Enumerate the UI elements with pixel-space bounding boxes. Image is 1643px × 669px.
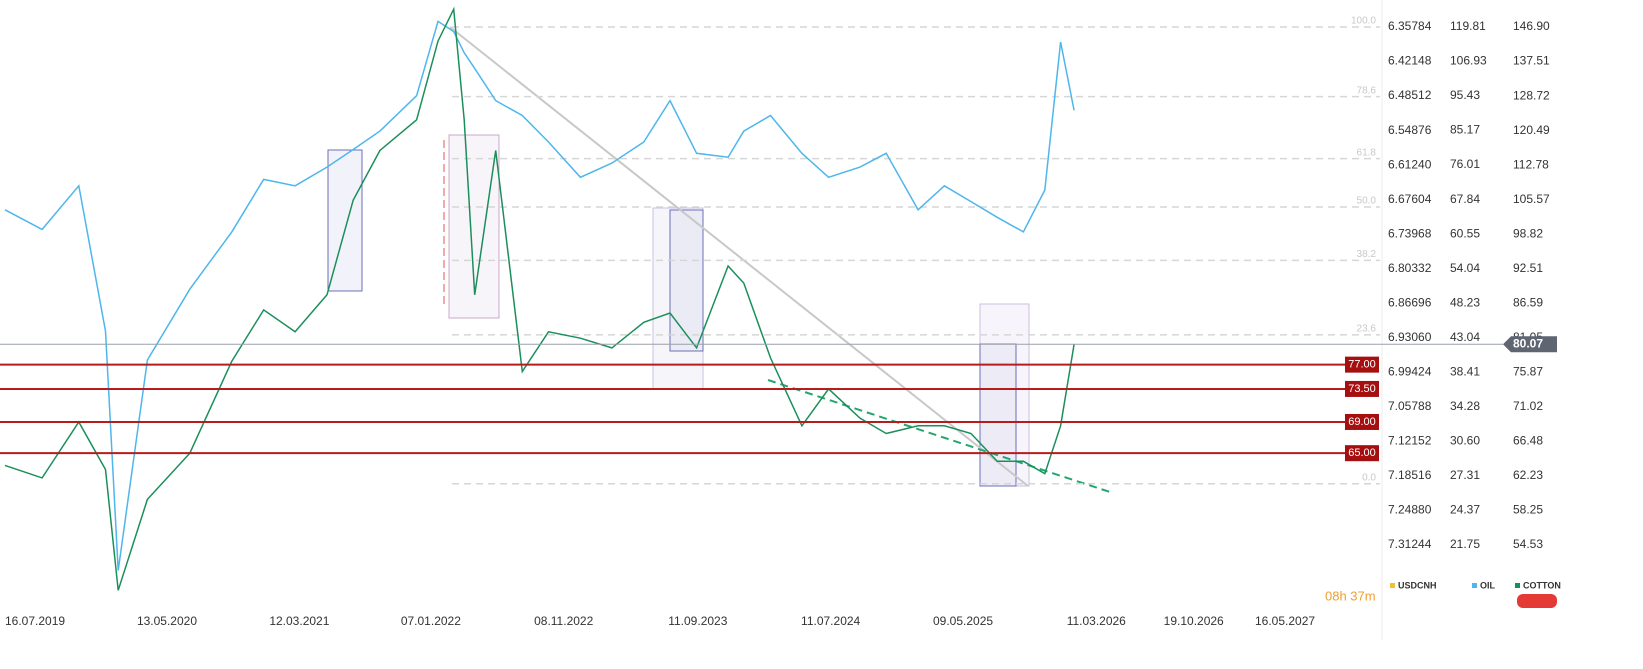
y-tick-label: 58.25 — [1513, 503, 1543, 517]
level-label: 77.00 — [1348, 359, 1376, 371]
x-tick-label: 11.09.2023 — [668, 614, 727, 628]
trend-line — [767, 379, 1111, 493]
level-label: 73.50 — [1348, 383, 1376, 395]
x-tick-label: 12.03.2021 — [269, 614, 329, 628]
y-tick-label: 146.90 — [1513, 19, 1550, 33]
alert-button[interactable] — [1517, 594, 1557, 608]
last-price-label: 80.07 — [1513, 336, 1543, 350]
y-tick-label: 106.93 — [1450, 54, 1487, 68]
y-tick-label: 30.60 — [1450, 434, 1480, 448]
fib-label: 23.6 — [1357, 324, 1377, 335]
y-tick-label: 98.82 — [1513, 226, 1543, 240]
y-tick-label: 6.73968 — [1388, 226, 1432, 240]
y-tick-label: 48.23 — [1450, 295, 1480, 309]
y-tick-label: 21.75 — [1450, 537, 1480, 551]
y-tick-label: 120.49 — [1513, 123, 1550, 137]
y-tick-label: 7.31244 — [1388, 537, 1432, 551]
y-tick-label: 54.53 — [1513, 537, 1543, 551]
y-tick-label: 128.72 — [1513, 88, 1550, 102]
y-tick-label: 92.51 — [1513, 261, 1543, 275]
x-tick-label: 08.11.2022 — [534, 614, 593, 628]
level-tag — [1345, 380, 1379, 397]
y-tick-label: 34.28 — [1450, 399, 1480, 413]
x-tick-label: 11.07.2024 — [801, 614, 860, 628]
y-tick-label: 7.18516 — [1388, 468, 1432, 482]
x-tick-label: 09.05.2025 — [933, 614, 993, 628]
y-tick-label: 112.78 — [1513, 157, 1549, 171]
level-tag — [1345, 356, 1379, 373]
y-tick-label: 6.67604 — [1388, 192, 1432, 206]
y-tick-label: 6.61240 — [1388, 157, 1432, 171]
y-tick-label: 6.93060 — [1388, 330, 1432, 344]
x-tick-label: 11.03.2026 — [1067, 614, 1126, 628]
y-tick-label: 105.57 — [1513, 192, 1550, 206]
y-tick-label: 137.51 — [1513, 54, 1550, 68]
legend-label: COTTON — [1523, 580, 1561, 590]
x-tick-label: 07.01.2022 — [401, 614, 461, 628]
y-tick-label: 67.84 — [1450, 192, 1480, 206]
y-tick-label: 7.12152 — [1388, 434, 1432, 448]
y-tick-label: 6.35784 — [1388, 19, 1432, 33]
y-tick-label: 27.31 — [1450, 468, 1480, 482]
fib-label: 61.8 — [1357, 147, 1377, 158]
level-label: 69.00 — [1348, 416, 1376, 428]
level-tag — [1345, 445, 1379, 462]
y-tick-label: 6.54876 — [1388, 123, 1432, 137]
fib-label: 78.6 — [1357, 85, 1377, 96]
x-tick-label: 16.07.2019 — [5, 614, 65, 628]
x-tick-label: 13.05.2020 — [137, 614, 197, 628]
fib-label: 50.0 — [1357, 196, 1377, 207]
timer: 08h 37m — [1325, 588, 1376, 603]
level-label: 65.00 — [1348, 447, 1376, 459]
y-tick-label: 43.04 — [1450, 330, 1480, 344]
level-tag — [1345, 413, 1379, 430]
y-tick-label: 7.24880 — [1388, 503, 1432, 517]
series-line — [4, 6, 1075, 591]
legend-label: USDCNH — [1398, 580, 1437, 590]
box — [327, 149, 363, 292]
box — [669, 209, 704, 352]
legend-swatch — [1515, 583, 1520, 588]
y-tick-label: 7.05788 — [1388, 399, 1432, 413]
y-tick-label: 86.59 — [1513, 295, 1543, 309]
legend-swatch — [1472, 583, 1477, 588]
y-tick-label: 95.43 — [1450, 88, 1480, 102]
y-tick-label: 71.02 — [1513, 399, 1543, 413]
trend-line — [449, 26, 1029, 487]
y-tick-label: 6.48512 — [1388, 88, 1432, 102]
y-tick-label: 119.81 — [1450, 19, 1486, 33]
y-tick-label: 6.42148 — [1388, 54, 1432, 68]
y-tick-label: 66.48 — [1513, 434, 1543, 448]
fib-label: 100.0 — [1351, 16, 1376, 27]
y-tick-label: 6.80332 — [1388, 261, 1432, 275]
y-tick-label: 75.87 — [1513, 365, 1543, 379]
y-tick-label: 6.99424 — [1388, 365, 1432, 379]
legend-label: OIL — [1480, 580, 1496, 590]
x-tick-label: 19.10.2026 — [1164, 614, 1224, 628]
fib-label: 0.0 — [1362, 472, 1376, 483]
y-tick-label: 38.41 — [1450, 364, 1480, 378]
legend-swatch — [1390, 583, 1395, 588]
last-price-tag — [1503, 336, 1557, 353]
y-tick-label: 76.01 — [1450, 157, 1480, 171]
y-tick-label: 6.86696 — [1388, 295, 1432, 309]
fib-label: 38.2 — [1357, 249, 1377, 260]
y-tick-label: 62.23 — [1513, 468, 1543, 482]
y-tick-label: 54.04 — [1450, 261, 1480, 275]
y-tick-label: 24.37 — [1450, 503, 1480, 517]
drawings — [327, 26, 1111, 493]
x-tick-label: 16.05.2027 — [1255, 614, 1315, 628]
y-tick-label: 60.55 — [1450, 226, 1480, 240]
series-line — [4, 20, 1075, 571]
y-tick-label: 85.17 — [1450, 123, 1480, 137]
